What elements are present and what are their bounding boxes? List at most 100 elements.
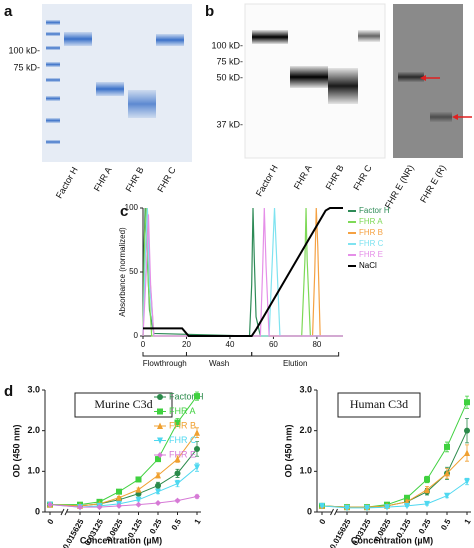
legend-label: FHR A: [169, 406, 196, 416]
series-line: [321, 481, 468, 509]
lane-label: FHR B: [324, 163, 346, 191]
bracket: [251, 352, 340, 357]
data-point: [155, 471, 161, 479]
marker-label: 100 kD-: [8, 45, 40, 55]
data-point: [194, 429, 200, 436]
x-tick-label: 80: [312, 340, 321, 349]
legend-label: Factor H: [169, 391, 204, 401]
x-tick-label: 0: [318, 517, 328, 526]
x-tick-label: 1: [463, 517, 473, 526]
x-tick-label: 0.25: [148, 517, 164, 535]
lane-label: FHR E (R): [418, 163, 448, 204]
data-point: [96, 504, 103, 511]
y-tick-label: 50: [129, 267, 138, 276]
data-point: [404, 494, 410, 501]
data-point: [424, 476, 430, 483]
data-point: [174, 497, 181, 504]
data-point: [135, 476, 142, 483]
legend-label: FHR C: [169, 435, 197, 445]
title-box: [337, 392, 421, 418]
y-axis-label: OD (450 nm): [11, 424, 21, 477]
y-tick-label: 2.0: [27, 425, 40, 435]
x-axis-label: Concentration (µM): [80, 535, 162, 545]
data-point: [157, 422, 163, 429]
x-axis-label: Concentration (µM): [351, 535, 433, 545]
legend-label: FHR E: [359, 250, 383, 259]
x-tick-label: 0.015625: [328, 517, 353, 548]
x-tick-label: 0.25: [417, 517, 433, 535]
y-tick-label: 2.0: [299, 425, 312, 435]
data-point: [157, 408, 163, 415]
data-point: [404, 502, 410, 510]
lane-label: Factor H: [254, 163, 280, 198]
legend-label: Factor H: [359, 206, 390, 215]
panel-label: b: [205, 3, 214, 20]
data-point: [464, 478, 470, 485]
marker-label: 75 kD-: [216, 56, 243, 66]
series-line: [142, 207, 343, 337]
series-line: [49, 432, 198, 507]
data-point: [319, 502, 325, 510]
x-tick-label: 60: [269, 340, 278, 349]
data-point: [155, 456, 161, 463]
axis-break: [330, 508, 338, 516]
x-tick-label: 0: [141, 340, 146, 349]
series-line: [142, 207, 343, 337]
data-point: [157, 452, 163, 458]
lane-label: FHR E (NR): [383, 163, 416, 210]
data-point: [174, 470, 181, 477]
legend-label: NaCl: [359, 261, 377, 270]
lane-label: FHR B: [124, 165, 146, 193]
bracket: [142, 352, 187, 357]
legend-label: FHR E: [169, 449, 196, 459]
x-tick-label: 1: [193, 517, 203, 526]
data-point: [424, 486, 430, 493]
series-line: [143, 207, 343, 337]
lane-label: FHR A: [92, 165, 114, 193]
data-point: [155, 500, 161, 507]
y-axis-label: OD (450 nm): [283, 424, 293, 477]
y-tick-label: 100: [125, 203, 139, 212]
x-tick-label: 0: [46, 517, 56, 526]
y-tick-label: 0: [35, 506, 40, 516]
data-point: [157, 437, 163, 444]
marker-label: 100 kD-: [211, 40, 243, 50]
legend-label: FHR B: [169, 420, 196, 430]
data-point: [194, 493, 200, 500]
y-tick-label: 1.0: [27, 466, 40, 476]
data-point: [464, 449, 470, 457]
data-point: [157, 394, 163, 400]
data-point: [77, 504, 83, 511]
x-tick-label: 0.5: [439, 517, 453, 532]
data-point: [116, 488, 122, 495]
y-tick-label: 0: [307, 506, 312, 516]
data-point: [174, 480, 181, 488]
legend-label: FHR C: [359, 239, 384, 248]
chart-title: Murine C3d: [94, 397, 152, 411]
data-point: [155, 488, 161, 496]
data-point: [135, 501, 142, 508]
marker-label: 37 kD-: [216, 119, 243, 129]
series-line: [50, 395, 198, 506]
data-point: [194, 393, 200, 400]
data-point: [174, 455, 181, 463]
data-point: [384, 504, 390, 511]
marker-label: 75 kD-: [13, 62, 40, 72]
y-tick-label: 3.0: [27, 384, 40, 394]
lane-label: FHR C: [351, 163, 374, 192]
data-point: [116, 502, 122, 509]
panel-label: a: [4, 3, 13, 20]
x-tick-label: 40: [226, 340, 235, 349]
annotation: Flowthrough: [143, 359, 187, 368]
x-tick-label: 0.5: [170, 517, 184, 532]
axis-break: [60, 508, 69, 516]
data-point: [135, 496, 142, 504]
data-point: [364, 504, 370, 512]
y-tick-label: 0: [134, 331, 139, 340]
data-point: [194, 445, 200, 452]
series-line: [321, 452, 468, 508]
annotation: Elution: [283, 359, 307, 368]
blot-b: [244, 3, 472, 159]
data-point: [444, 469, 450, 477]
